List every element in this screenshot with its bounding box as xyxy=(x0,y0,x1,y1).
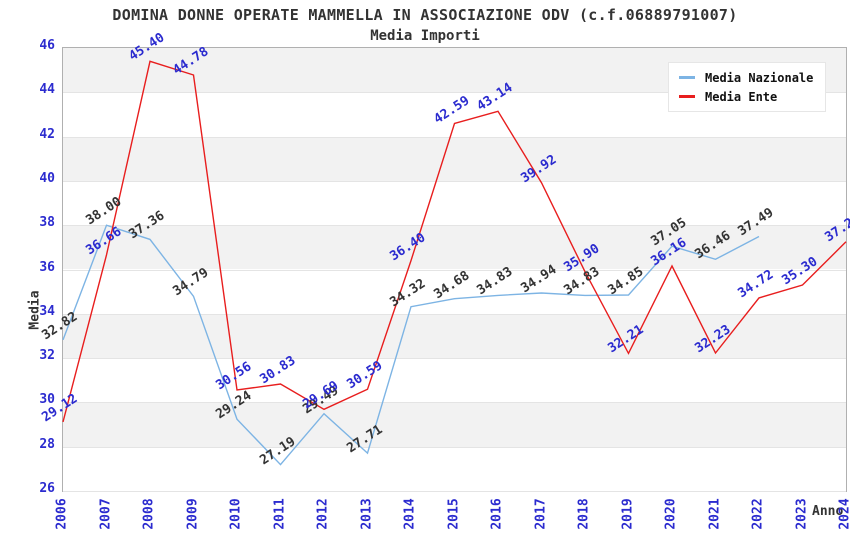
y-tick-label: 30 xyxy=(39,392,55,408)
x-tick-label: 2015 xyxy=(446,498,461,530)
plot-band xyxy=(63,225,846,270)
x-tick-label: 2007 xyxy=(98,498,113,530)
x-tick-label: 2021 xyxy=(707,498,722,530)
y-tick-label: 34 xyxy=(39,303,55,319)
x-tick-label: 2023 xyxy=(794,498,809,530)
x-tick-label: 2019 xyxy=(620,498,635,530)
legend-item: Media Nazionale xyxy=(679,68,813,87)
x-axis-label: Anno xyxy=(812,504,844,519)
legend-item: Media Ente xyxy=(679,87,813,106)
plot-band xyxy=(63,313,846,359)
x-tick-label: 2008 xyxy=(141,498,157,530)
legend-label: Media Nazionale xyxy=(705,70,814,85)
y-tick-label: 32 xyxy=(39,348,55,364)
gridline xyxy=(63,269,846,271)
gridline xyxy=(63,358,846,360)
x-tick-label: 2020 xyxy=(663,498,679,530)
series-line-media-nazionale xyxy=(62,224,760,466)
gridline xyxy=(63,136,846,138)
x-tick-label: 2022 xyxy=(750,498,766,530)
x-tick-label: 2018 xyxy=(576,498,592,530)
x-tick-label: 2009 xyxy=(185,498,200,530)
legend: Media Nazionale Media Ente xyxy=(668,62,827,112)
x-tick-label: 2024 xyxy=(837,498,850,530)
y-tick-label: 26 xyxy=(39,481,55,496)
legend-label: Media Ente xyxy=(705,89,778,104)
gridline xyxy=(63,491,846,492)
legend-line-swatch xyxy=(679,76,695,79)
chart-canvas xyxy=(62,60,847,466)
y-tick-label: 38 xyxy=(39,215,55,231)
x-tick-label: 2013 xyxy=(359,498,374,530)
series-line-media-ente xyxy=(62,60,847,423)
plot-band xyxy=(63,136,846,181)
gridline xyxy=(63,180,846,182)
x-tick-label: 2016 xyxy=(489,498,505,530)
gridline xyxy=(63,446,846,448)
x-tick-label: 2011 xyxy=(272,498,287,530)
legend-line-swatch xyxy=(679,95,695,98)
y-tick-label: 28 xyxy=(39,436,55,452)
gridline xyxy=(63,92,846,94)
y-tick-label: 44 xyxy=(39,82,55,98)
plot-band xyxy=(63,402,846,447)
y-tick-label: 42 xyxy=(39,126,55,142)
x-tick-label: 2017 xyxy=(533,498,548,530)
y-tick-label: 46 xyxy=(39,38,55,53)
chart-title: DOMINA DONNE OPERATE MAMMELLA IN ASSOCIA… xyxy=(112,6,738,24)
x-tick-label: 2012 xyxy=(315,498,331,530)
x-tick-label: 2010 xyxy=(228,498,244,530)
gridline xyxy=(63,225,846,227)
gridline xyxy=(63,402,846,404)
y-tick-label: 36 xyxy=(39,259,55,275)
chart-subtitle: Media Importi xyxy=(370,28,480,44)
gridline xyxy=(63,313,846,315)
x-tick-label: 2014 xyxy=(402,498,418,530)
y-tick-label: 40 xyxy=(39,170,55,186)
plot-area: Media 32.82 38.00 37.36 34.79 29.24 27.19 29.4… xyxy=(28,31,850,492)
x-tick-label: 2006 xyxy=(54,498,70,530)
